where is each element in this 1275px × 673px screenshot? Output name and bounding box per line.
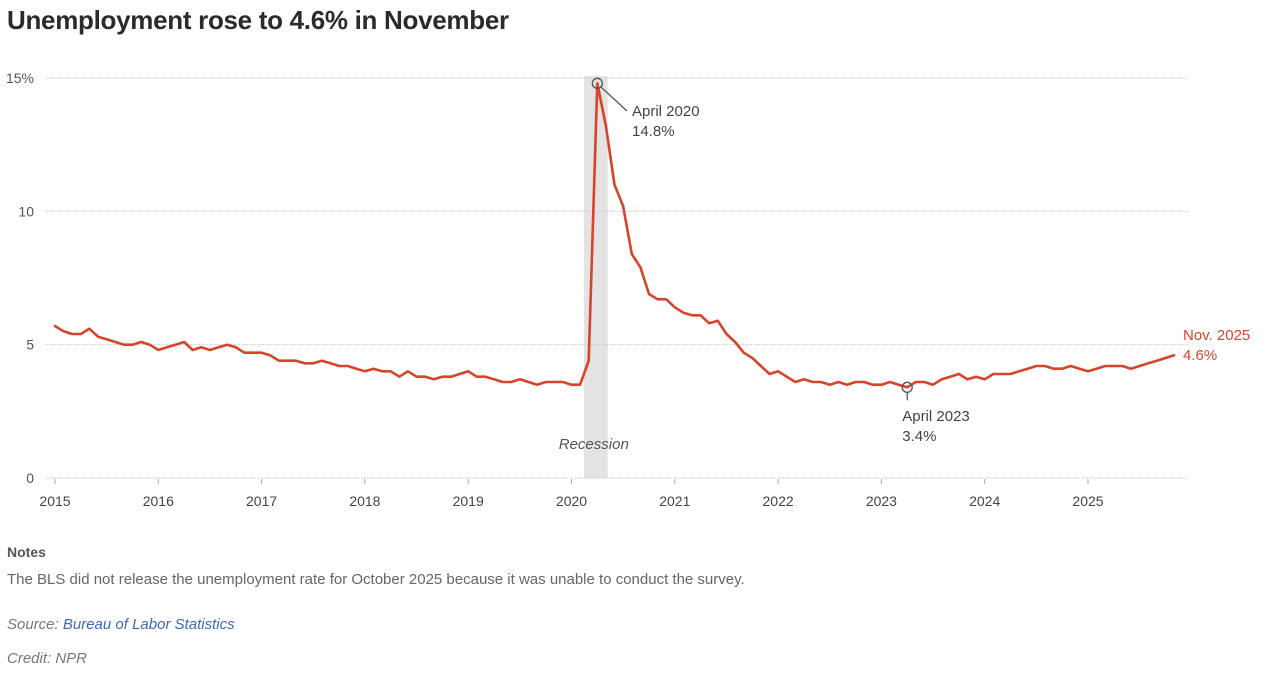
annotation-layer: April 2020 14.8% April 2023 3.4% Nov. 2025 4.… — [591, 77, 1250, 445]
y-tick-label: 15% — [6, 70, 34, 86]
y-tick-label: 0 — [26, 470, 34, 486]
y-tick-label: 5 — [26, 337, 34, 353]
x-tick-label: 2019 — [453, 493, 484, 509]
annotation-label: April 2020 — [632, 103, 700, 120]
annotation-value: 14.8% — [632, 123, 675, 140]
x-axis: 2015 2016 2017 2018 2019 2020 2021 2022 2023 2024… — [39, 479, 1104, 509]
annotation-label: April 2023 — [902, 408, 970, 425]
notes-body: The BLS did not release the unemployment… — [7, 571, 745, 588]
x-tick-label: 2025 — [1072, 493, 1103, 509]
x-tick-label: 2023 — [866, 493, 897, 509]
annotation-marker — [591, 77, 603, 89]
x-tick-label: 2017 — [246, 493, 277, 509]
series-layer — [53, 82, 1176, 389]
x-tick-label: 2022 — [763, 493, 794, 509]
notes-heading: Notes — [7, 544, 46, 560]
x-tick-label: 2024 — [969, 493, 1000, 509]
credit-line: Credit: NPR — [7, 650, 88, 667]
recession-band — [583, 76, 608, 478]
line-chart: Recession 2015 2016 2017 2018 2019 2020 2021 20… — [6, 70, 1250, 509]
series-line — [53, 82, 1176, 389]
source-prefix: Source: — [7, 616, 63, 633]
x-tick-label: 2018 — [349, 493, 380, 509]
y-axis: 0 5 10 15% — [6, 70, 34, 486]
recession-label: Recession — [559, 436, 629, 453]
annotation-label: Nov. 2025 — [1183, 327, 1250, 344]
chart-title: Unemployment rose to 4.6% in November — [7, 5, 509, 35]
source-link[interactable]: Bureau of Labor Statistics — [62, 616, 235, 633]
x-tick-label: 2021 — [659, 493, 690, 509]
x-tick-label: 2020 — [556, 493, 587, 509]
grid-layer — [45, 77, 1188, 479]
x-tick-label: 2016 — [143, 493, 174, 509]
annotation-value: 4.6% — [1183, 347, 1217, 364]
annotation-value: 3.4% — [902, 428, 936, 445]
y-tick-label: 10 — [18, 203, 34, 219]
recession-band-layer: Recession — [559, 76, 629, 478]
annotation-leader — [600, 86, 628, 112]
x-tick-label: 2015 — [39, 493, 70, 509]
source-line: Source: Bureau of Labor Statistics — [7, 616, 235, 633]
